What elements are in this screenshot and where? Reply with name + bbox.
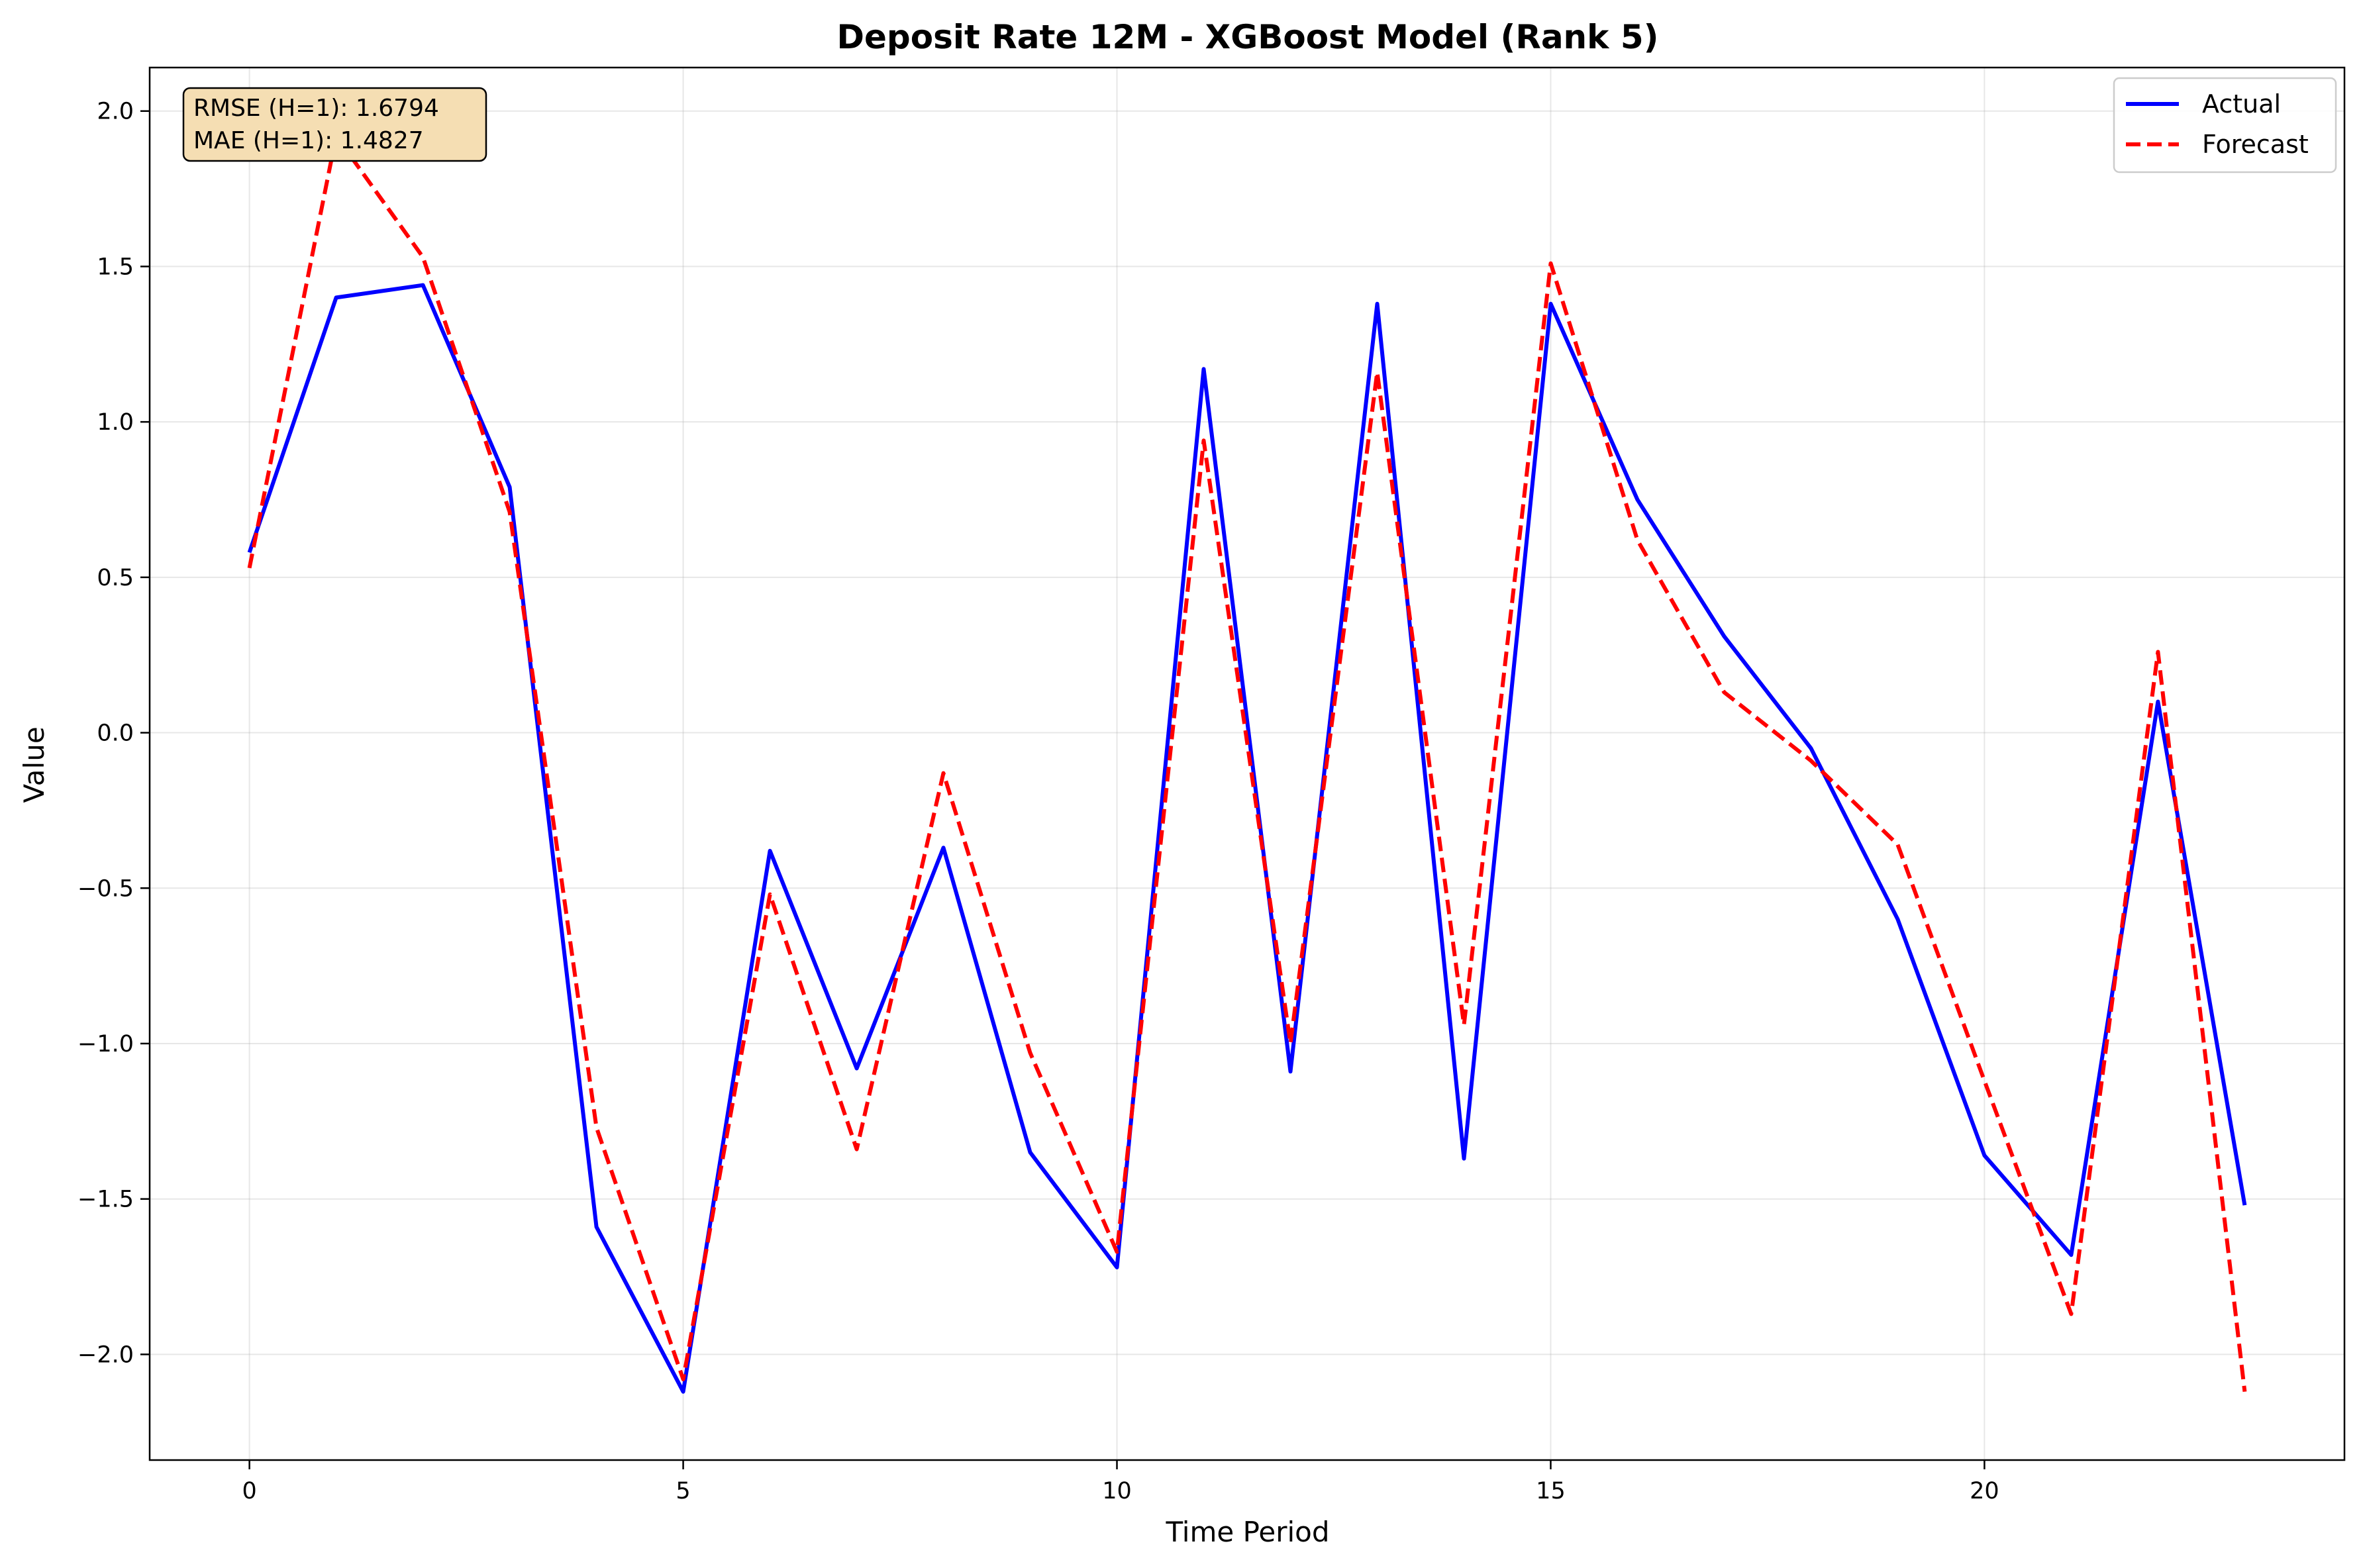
grid [150,68,2344,1460]
series-lines [247,134,2247,1394]
y-tick-label: 1.5 [97,254,134,280]
metrics-annotation: RMSE (H=1): 1.6794 MAE (H=1): 1.4827 [182,87,487,162]
chart-title: Deposit Rate 12M - XGBoost Model (Rank 5… [837,18,1659,56]
y-tick-label: −1.5 [77,1187,134,1213]
metrics-annotation-background [182,87,487,162]
y-tick-label: 2.0 [97,99,134,125]
legend: Actual Forecast [2113,77,2337,173]
y-tick-label: −0.5 [77,875,134,902]
rmse-text: RMSE (H=1): 1.6794 [193,95,439,122]
y-tick-label: 1.0 [97,409,134,436]
legend-label-forecast: Forecast [2202,130,2309,159]
axis-ticks: 0 5 10 15 20 −2.0 −1.5 −1.0 −0.5 0.0 0.5 1.0 1.5 2.0 [77,99,1999,1504]
x-tick-label: 10 [1102,1478,1132,1504]
y-axis-label: Value [18,726,50,803]
plot-frame [148,66,2346,1461]
x-tick-label: 0 [242,1478,256,1504]
legend-frame [2113,77,2337,173]
y-tick-label: −2.0 [77,1342,134,1368]
y-tick-label: −1.0 [77,1031,134,1057]
y-tick-label: 0.0 [97,720,134,747]
legend-label-actual: Actual [2202,89,2281,119]
x-tick-label: 5 [676,1478,690,1504]
x-tick-label: 20 [1970,1478,1999,1504]
x-axis-label: Time Period [1165,1516,1329,1548]
series-line-actual [247,283,2247,1394]
x-tick-label: 15 [1536,1478,1566,1504]
mae-text: MAE (H=1): 1.4827 [193,127,424,154]
series-line-forecast [247,134,2247,1393]
y-tick-label: 0.5 [97,565,134,591]
